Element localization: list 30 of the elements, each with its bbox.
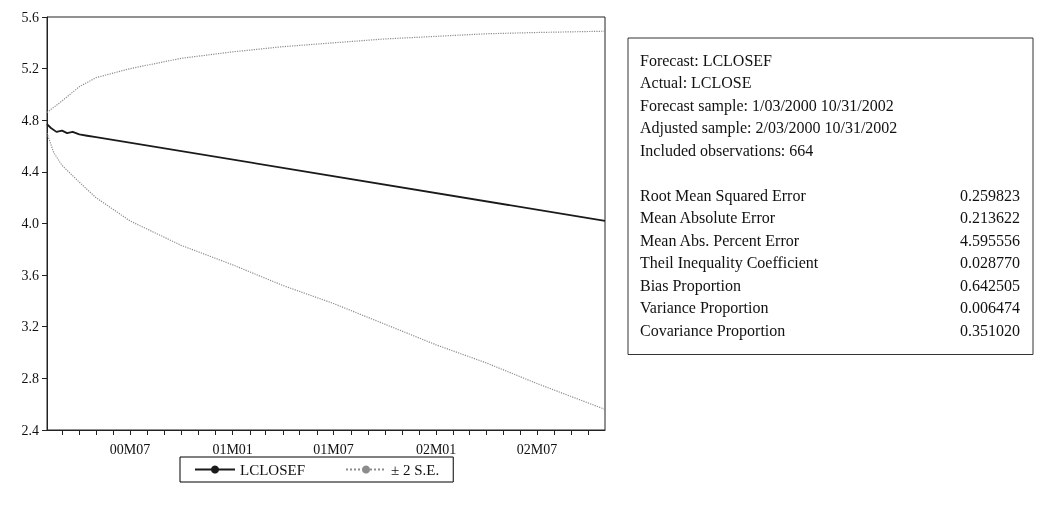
x-tick-label: 02M01 [415, 441, 457, 457]
legend-label: ± 2 S.E. [391, 461, 440, 478]
text: Covariance Proportion 0.351020 [640, 321, 1020, 339]
line-series [46, 132, 606, 410]
y-tick-label: 5.2 [21, 61, 39, 77]
y-tick-label: 3.6 [21, 267, 39, 283]
y-tick-label: 3.2 [21, 319, 39, 335]
text: Mean Abs. Percent Error 4.595556 [640, 231, 1020, 249]
text: Actual: LCLOSE [640, 74, 752, 91]
x-tick-label: 01M01 [212, 441, 253, 457]
text: Bias Proportion 0.642505 [640, 276, 1020, 294]
y-tick-label: 2.4 [21, 422, 39, 438]
text: Included observations: 664 [640, 141, 814, 159]
text: Forecast sample: 1/03/2000 10/31/2002 [640, 96, 894, 115]
x-tick-label: 01M07 [313, 441, 354, 457]
y-tick-label: 2.8 [21, 370, 39, 386]
y-tick-label: 4.4 [21, 164, 39, 180]
y-tick-label: 4.0 [21, 216, 39, 231]
text: Root Mean Squared Error 0.259823 [640, 186, 1020, 204]
text: Forecast: LCLOSEF [640, 51, 773, 69]
line-series [46, 30, 606, 114]
x-tick-label: 00M07 [109, 441, 151, 457]
text: Mean Absolute Error 0.213622 [640, 209, 1020, 226]
y-tick-label: 5.6 [21, 9, 39, 25]
text: Variance Proportion 0.006474 [640, 299, 1020, 316]
y-tick-label: 4.8 [21, 112, 39, 128]
text: Theil Inequality Coefficient 0.028770 [640, 254, 1020, 271]
legend-label: LCLOSEF [240, 461, 306, 478]
text: Adjusted sample: 2/03/2000 10/31/2002 [640, 119, 898, 137]
x-tick-label: 02M07 [516, 441, 558, 457]
